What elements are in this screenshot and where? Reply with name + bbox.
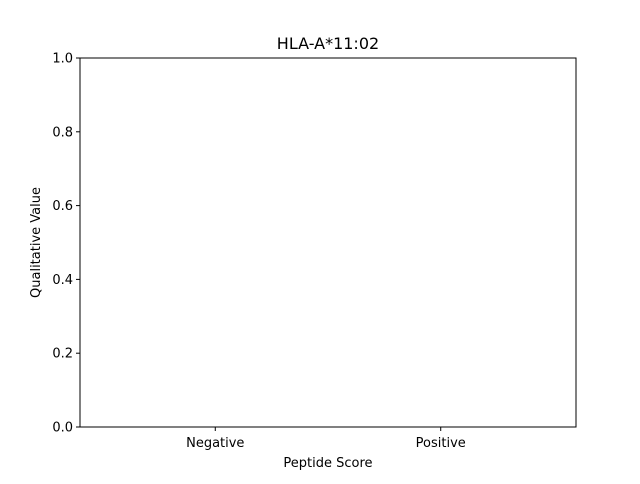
x-tick-label: Positive — [416, 436, 466, 451]
plot-frame — [79, 57, 577, 428]
x-axis: Negative Positive — [186, 427, 466, 451]
y-axis-label: Qualitative Value — [29, 187, 44, 298]
y-tick-label: 0.6 — [52, 199, 73, 214]
plot-area — [79, 57, 577, 428]
y-tick-label: 0.4 — [52, 273, 73, 288]
y-tick-label: 0.0 — [52, 421, 73, 436]
x-axis-label: Peptide Score — [283, 456, 372, 471]
chart-title: HLA-A*11:02 — [277, 34, 379, 53]
y-tick-label: 0.2 — [52, 347, 73, 362]
y-tick-label: 0.8 — [52, 125, 73, 140]
x-tick-label: Negative — [186, 436, 244, 451]
y-axis: 0.0 0.2 0.4 0.6 0.8 1.0 — [52, 52, 80, 436]
y-tick-label: 1.0 — [52, 52, 73, 67]
